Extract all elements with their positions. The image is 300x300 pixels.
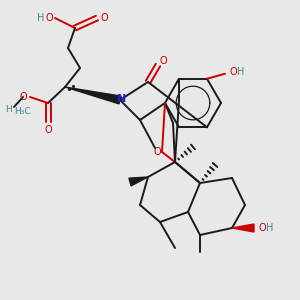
Text: O: O: [258, 223, 266, 233]
Polygon shape: [232, 224, 254, 232]
Text: H: H: [6, 104, 12, 113]
Text: O: O: [153, 147, 161, 157]
Text: H: H: [237, 67, 245, 77]
Text: H: H: [37, 13, 45, 23]
Polygon shape: [65, 87, 121, 104]
Text: O: O: [44, 125, 52, 135]
Text: O: O: [45, 13, 53, 23]
Text: H: H: [266, 223, 274, 233]
Text: O: O: [229, 67, 237, 77]
Text: O: O: [159, 56, 167, 66]
Text: O: O: [19, 92, 27, 102]
Polygon shape: [129, 177, 148, 186]
Text: O: O: [100, 13, 108, 23]
Text: N: N: [117, 94, 127, 104]
Text: H₃C: H₃C: [14, 107, 31, 116]
